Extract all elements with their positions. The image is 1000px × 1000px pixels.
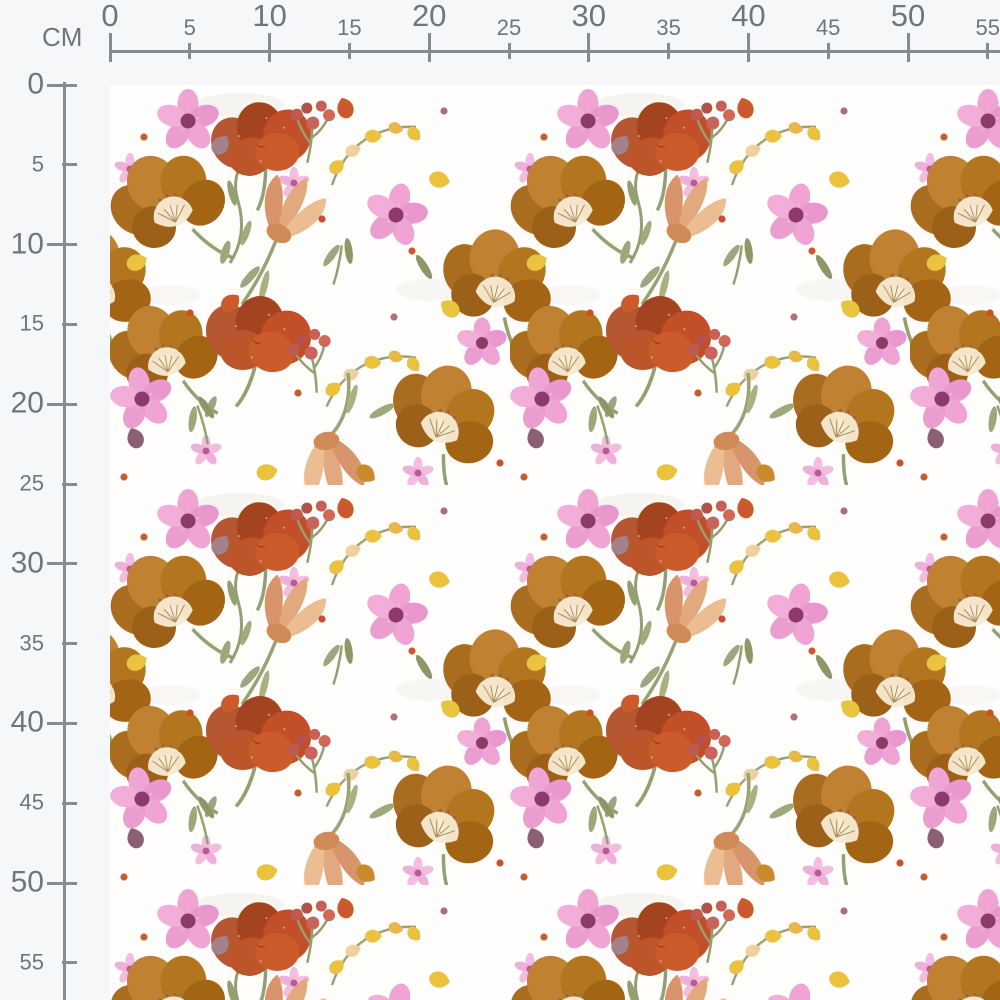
- ruler-left-line: [63, 82, 66, 1000]
- ruler-label: 35: [656, 15, 681, 40]
- ruler-tick-major: [47, 881, 77, 885]
- ruler-label: 45: [815, 15, 841, 40]
- ruler-tick-major: [47, 402, 77, 406]
- ruler-label: 55: [975, 15, 1000, 40]
- ruler-tick-major: [47, 562, 77, 566]
- ruler-label: 15: [19, 310, 44, 336]
- ruler-label: 45: [19, 789, 44, 815]
- ruler-tick-minor: [62, 642, 77, 646]
- fabric-pattern-image: [110, 85, 1000, 1000]
- ruler-tick-minor: [826, 43, 830, 59]
- ruler-tick-minor: [62, 163, 77, 167]
- ruler-tick-major: [906, 33, 910, 62]
- ruler-tick-major: [268, 33, 272, 62]
- ruler-top-line: [110, 50, 1000, 53]
- ruler-label: 35: [19, 630, 44, 656]
- ruler-label: 10: [252, 0, 287, 33]
- ruler-tick-minor: [188, 43, 192, 59]
- ruler-tick-minor: [62, 801, 77, 805]
- ruler-label: 25: [19, 470, 44, 496]
- ruler-tick-minor: [507, 43, 511, 59]
- ruler-tick-minor: [62, 961, 77, 965]
- ruler-tick-major: [587, 33, 591, 62]
- ruler-label: 15: [337, 15, 362, 40]
- ruler-label: 50: [10, 865, 44, 899]
- ruler-tick-major: [108, 33, 112, 62]
- ruler-label: 30: [10, 546, 44, 580]
- ruler-tick-major: [47, 83, 77, 87]
- fabric-pattern-fill: [110, 85, 1000, 1000]
- ruler-tick-minor: [347, 43, 351, 59]
- ruler-label: 55: [19, 949, 44, 975]
- ruler-label: 5: [183, 15, 196, 40]
- ruler-label: 40: [10, 705, 44, 739]
- ruler-label: 20: [411, 0, 447, 33]
- fabric-swatch: [110, 85, 1000, 1000]
- ruler-unit-label: CM: [42, 22, 83, 52]
- ruler-tick-minor: [62, 482, 77, 486]
- ruler-label: 5: [31, 151, 44, 177]
- ruler-tick-major: [746, 33, 750, 62]
- ruler-label: 50: [890, 0, 926, 33]
- ruler-tick-major: [47, 721, 77, 725]
- ruler-tick-minor: [986, 43, 990, 59]
- ruler-tick-major: [427, 33, 431, 62]
- ruler-label: 0: [27, 67, 44, 101]
- ruler-label: 0: [101, 0, 119, 33]
- ruler-label: 10: [10, 226, 44, 260]
- ruler-tick-minor: [667, 43, 671, 59]
- ruler-label: 25: [496, 15, 522, 40]
- ruler-label: 20: [10, 386, 44, 420]
- ruler-label: 40: [731, 0, 766, 33]
- ruler-tick-major: [47, 243, 77, 247]
- ruler-label: 30: [571, 0, 607, 33]
- ruler-tick-minor: [62, 322, 77, 326]
